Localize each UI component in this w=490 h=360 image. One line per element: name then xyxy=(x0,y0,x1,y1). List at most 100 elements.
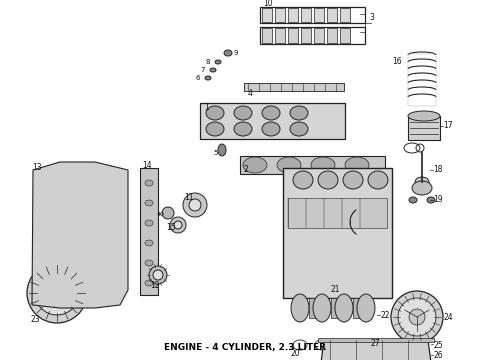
Ellipse shape xyxy=(153,270,163,280)
Bar xyxy=(314,28,324,43)
Ellipse shape xyxy=(62,214,98,266)
Ellipse shape xyxy=(145,260,153,266)
Ellipse shape xyxy=(427,197,435,203)
Bar xyxy=(244,83,344,91)
Ellipse shape xyxy=(189,199,201,211)
Ellipse shape xyxy=(145,220,153,226)
Ellipse shape xyxy=(174,221,182,229)
Text: 6: 6 xyxy=(196,75,200,81)
Text: 26: 26 xyxy=(433,351,442,360)
Ellipse shape xyxy=(243,157,267,173)
Ellipse shape xyxy=(362,340,374,356)
Bar xyxy=(288,28,298,43)
Ellipse shape xyxy=(162,207,174,219)
Text: 12: 12 xyxy=(150,280,160,289)
Ellipse shape xyxy=(345,157,369,173)
Text: 21: 21 xyxy=(330,285,340,294)
Ellipse shape xyxy=(335,294,353,322)
Bar xyxy=(340,8,350,22)
Ellipse shape xyxy=(293,171,313,189)
Text: 1: 1 xyxy=(204,104,209,112)
Bar xyxy=(275,8,285,22)
Text: 16: 16 xyxy=(392,58,402,67)
Text: 2: 2 xyxy=(243,166,248,175)
Ellipse shape xyxy=(35,271,79,315)
Text: ENGINE - 4 CYLINDER, 2.3 LITER: ENGINE - 4 CYLINDER, 2.3 LITER xyxy=(164,343,326,352)
Ellipse shape xyxy=(291,294,309,322)
Ellipse shape xyxy=(318,171,338,189)
Text: 18: 18 xyxy=(433,166,442,175)
Ellipse shape xyxy=(262,122,280,136)
Ellipse shape xyxy=(290,122,308,136)
Ellipse shape xyxy=(27,263,87,323)
Text: 17: 17 xyxy=(443,122,453,130)
Ellipse shape xyxy=(170,217,186,233)
Ellipse shape xyxy=(368,171,388,189)
Bar xyxy=(353,298,366,318)
Ellipse shape xyxy=(145,280,153,286)
Text: 10: 10 xyxy=(263,0,272,9)
Ellipse shape xyxy=(206,122,224,136)
Ellipse shape xyxy=(412,181,432,195)
Bar xyxy=(288,198,387,228)
Bar xyxy=(288,8,298,22)
Ellipse shape xyxy=(234,106,252,120)
Ellipse shape xyxy=(183,193,207,217)
Ellipse shape xyxy=(47,283,67,303)
Ellipse shape xyxy=(218,144,226,156)
Text: 9: 9 xyxy=(233,50,238,56)
Ellipse shape xyxy=(224,50,232,56)
Bar xyxy=(260,7,365,23)
Ellipse shape xyxy=(145,240,153,246)
Text: 15: 15 xyxy=(166,224,175,233)
Text: 8: 8 xyxy=(205,59,210,65)
Ellipse shape xyxy=(210,68,216,72)
Text: 22: 22 xyxy=(380,311,390,320)
Ellipse shape xyxy=(398,298,436,336)
Bar xyxy=(200,103,345,139)
Bar xyxy=(40,185,90,245)
Ellipse shape xyxy=(408,111,440,121)
Ellipse shape xyxy=(262,106,280,120)
Text: 14: 14 xyxy=(142,161,151,170)
Ellipse shape xyxy=(290,106,308,120)
Text: 23: 23 xyxy=(30,315,40,324)
Ellipse shape xyxy=(145,200,153,206)
Text: 11: 11 xyxy=(184,194,194,202)
Ellipse shape xyxy=(145,180,153,186)
Ellipse shape xyxy=(391,291,443,343)
Bar xyxy=(140,168,158,295)
Ellipse shape xyxy=(149,266,167,284)
Bar xyxy=(340,28,350,43)
Bar xyxy=(318,338,434,342)
Bar xyxy=(314,8,324,22)
Ellipse shape xyxy=(205,76,211,80)
Text: 4: 4 xyxy=(248,89,253,98)
Ellipse shape xyxy=(357,294,375,322)
Ellipse shape xyxy=(415,177,429,187)
Bar xyxy=(260,27,365,44)
Ellipse shape xyxy=(409,197,417,203)
Ellipse shape xyxy=(52,202,108,278)
Text: 13: 13 xyxy=(32,163,42,172)
Bar xyxy=(301,28,311,43)
Bar xyxy=(283,168,392,298)
Ellipse shape xyxy=(311,157,335,173)
Ellipse shape xyxy=(343,171,363,189)
Ellipse shape xyxy=(215,60,221,64)
Ellipse shape xyxy=(277,157,301,173)
Text: 25: 25 xyxy=(433,341,442,350)
Bar xyxy=(408,54,436,106)
Text: 24: 24 xyxy=(443,312,453,321)
Bar xyxy=(309,298,322,318)
Bar xyxy=(331,298,344,318)
Text: 5: 5 xyxy=(213,150,218,156)
Text: 7: 7 xyxy=(200,67,205,73)
Polygon shape xyxy=(320,340,432,360)
Bar xyxy=(301,8,311,22)
Text: 3: 3 xyxy=(369,13,374,22)
Text: 40: 40 xyxy=(157,212,165,217)
Bar xyxy=(240,156,385,174)
Ellipse shape xyxy=(313,294,331,322)
Ellipse shape xyxy=(206,106,224,120)
